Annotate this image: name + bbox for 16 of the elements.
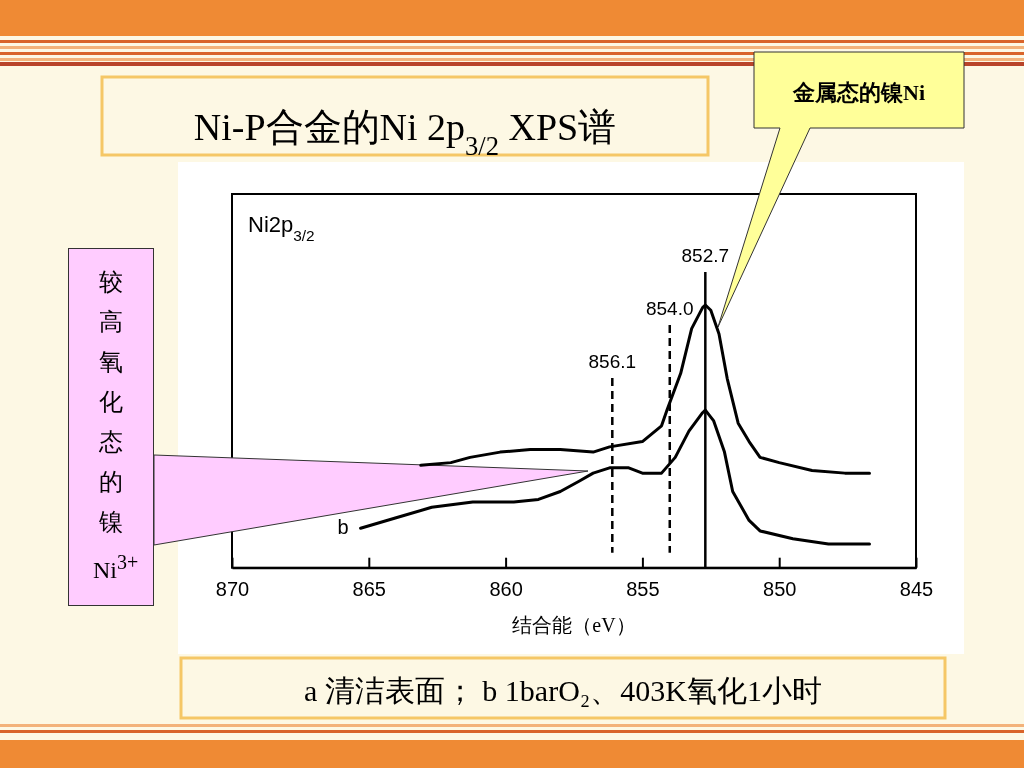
x-tick-label: 860 — [489, 577, 523, 600]
x-tick-label: 850 — [763, 577, 797, 600]
x-tick-label: 855 — [626, 577, 660, 600]
x-tick-label: 845 — [899, 577, 934, 600]
x-tick-label: 870 — [215, 577, 250, 600]
text: 金属态的镍Ni — [792, 80, 925, 105]
x-tick-label: 865 — [352, 577, 386, 600]
ref-line-label: 852.7 — [681, 245, 730, 266]
ref-line-label: 854.0 — [645, 298, 694, 319]
ref-line-label: 856.1 — [588, 351, 637, 372]
series-label: b — [337, 516, 349, 539]
text: 较高氧化态的镍Ni$^{3+}$ — [93, 269, 139, 583]
x-axis-title: 结合能（eV） — [512, 614, 636, 636]
chart-title: Ni-P合金的Ni 2p$_{3/2}$ XPS谱 — [193, 106, 617, 161]
text: Ni2p$_{3/2}$ — [248, 212, 315, 244]
text: a 清洁表面； b 1barO₂、403K氧化1小时 — [304, 674, 822, 707]
